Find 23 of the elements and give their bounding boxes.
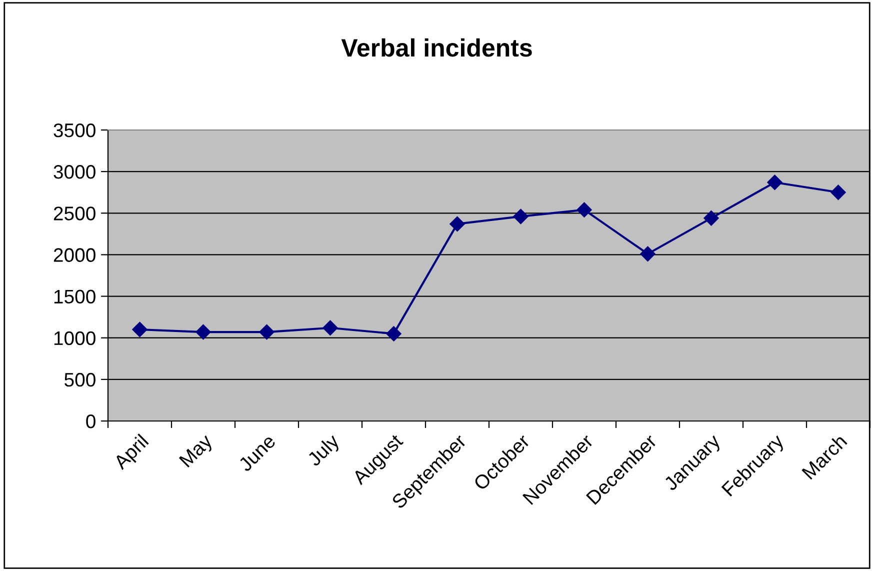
point (576, 202, 592, 218)
point (322, 320, 338, 336)
y-tick-label: 500 (64, 372, 96, 387)
x-tick-label: July (306, 432, 344, 470)
point (259, 324, 274, 340)
y-tick-label: 3000 (54, 165, 96, 179)
point (513, 208, 528, 224)
y-tick-label: 1500 (54, 290, 96, 304)
y-tick-label: 0 (86, 414, 96, 428)
point (640, 246, 656, 262)
point (132, 322, 148, 338)
y-tick-label: 1000 (54, 331, 96, 346)
point (386, 326, 402, 342)
y-tick-label: 2000 (54, 248, 96, 262)
y-tick-label: 3500 (54, 123, 96, 138)
point (704, 210, 719, 226)
point (450, 216, 465, 232)
y-tick-label: 2500 (54, 206, 96, 220)
point (196, 324, 211, 340)
chart-title: Verbal incidents (341, 38, 532, 57)
point (767, 174, 782, 190)
x-tick-label: May (178, 433, 216, 470)
point (830, 184, 846, 200)
